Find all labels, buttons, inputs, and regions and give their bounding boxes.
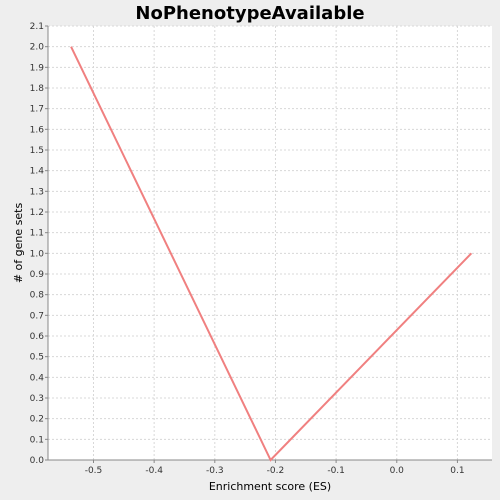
y-tick-label: 1.6	[30, 125, 45, 135]
series-line	[70, 46, 473, 462]
y-tick-label: 2.0	[30, 43, 45, 53]
y-tick-label: 0.3	[30, 394, 44, 404]
y-tick-label: 1.5	[30, 146, 44, 156]
y-axis-ticks: 0.0 0.1 0.2 0.3 0.4 0.5 0.6 0.7 0.8 0.9 1.0 1.1 1.2 1…	[30, 22, 48, 466]
grid	[48, 25, 492, 461]
x-axis-ticks: -0.5 -0.4 -0.3 -0.2 -0.1 0.0 0.1	[85, 460, 465, 476]
y-tick-label: 0.0	[30, 456, 45, 466]
y-tick-label: 0.5	[30, 353, 44, 363]
y-tick-label: 1.7	[30, 105, 44, 115]
x-axis-label: Enrichment score (ES)	[209, 480, 331, 493]
series-layer	[70, 46, 473, 462]
y-tick-label: 1.3	[30, 187, 44, 197]
y-tick-label: 1.4	[30, 167, 45, 177]
x-tick-label: -0.5	[85, 466, 103, 476]
x-tick-label: -0.1	[327, 466, 345, 476]
y-tick-label: 0.1	[30, 435, 44, 445]
x-tick-label: -0.4	[145, 466, 163, 476]
y-tick-label: 0.8	[30, 291, 45, 301]
x-tick-label: 0.0	[390, 466, 405, 476]
y-tick-label: 1.2	[30, 208, 44, 218]
y-tick-label: 0.6	[30, 332, 45, 342]
y-tick-label: 1.1	[30, 229, 44, 239]
y-tick-label: 0.7	[30, 311, 44, 321]
x-tick-label: -0.3	[206, 466, 224, 476]
plot-area	[48, 26, 492, 460]
y-tick-label: 2.1	[30, 22, 44, 32]
y-tick-label: 1.9	[30, 63, 45, 73]
y-tick-label: 1.8	[30, 84, 45, 94]
y-tick-label: 0.9	[30, 270, 45, 280]
y-tick-label: 1.0	[30, 249, 45, 259]
chart-title: NoPhenotypeAvailable	[135, 3, 364, 24]
y-tick-label: 0.4	[30, 373, 45, 383]
x-tick-label: 0.1	[450, 466, 464, 476]
y-tick-label: 0.2	[30, 415, 44, 425]
y-axis-label: # of gene sets	[12, 203, 25, 284]
x-tick-label: -0.2	[267, 466, 285, 476]
